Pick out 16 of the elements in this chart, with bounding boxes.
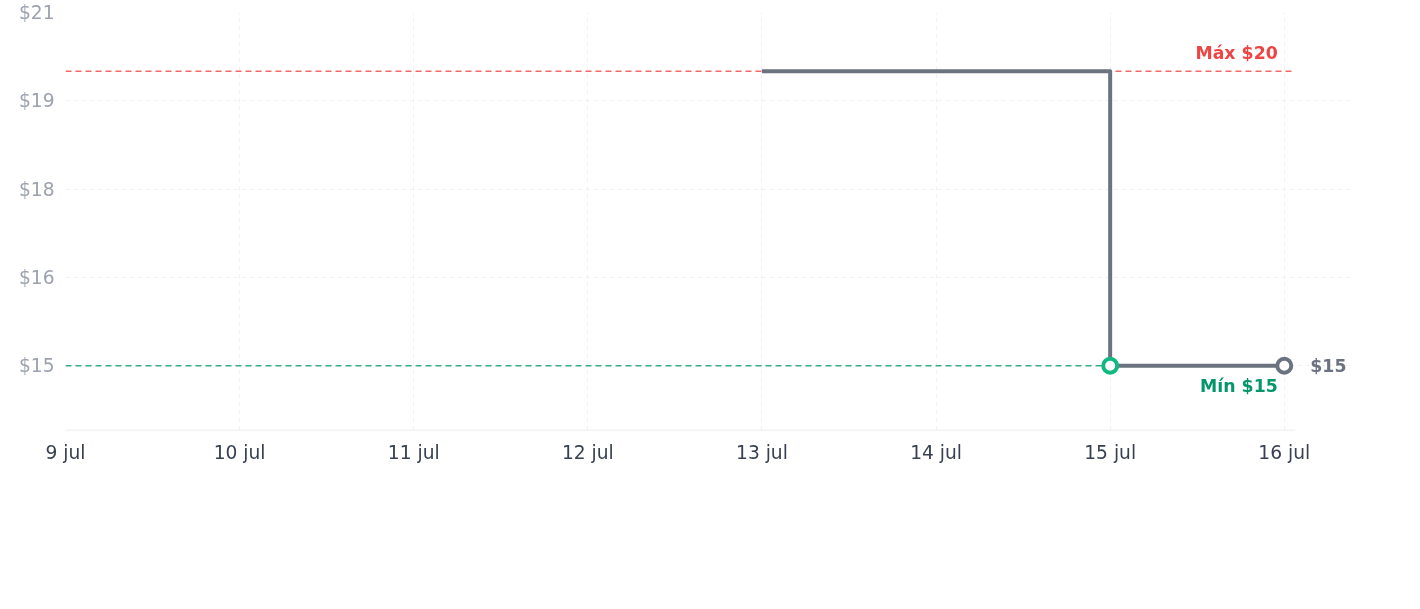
x-tick-label: 11 jul	[387, 441, 440, 463]
y-tick-label: $18	[18, 178, 55, 200]
y-tick-label: $19	[18, 90, 55, 112]
ref-line-label: Máx $20	[1195, 43, 1278, 64]
ref-line-label: Mín $15	[1200, 375, 1278, 396]
annotation: $15	[1310, 355, 1347, 376]
x-tick-label: 13 jul	[736, 441, 788, 463]
x-tick-label: 10 jul	[213, 441, 266, 463]
x-tick-label: 14 jul	[910, 441, 962, 463]
y-tick-label: $16	[18, 266, 55, 288]
x-tick-label: 16 jul	[1258, 441, 1311, 463]
x-tick-label: 12 jul	[561, 441, 614, 463]
y-tick-label: $15	[18, 355, 55, 377]
x-tick-label: 15 jul	[1084, 441, 1137, 463]
y-tick-label: $21	[18, 2, 55, 23]
x-tick-label: 9 jul	[45, 441, 86, 463]
